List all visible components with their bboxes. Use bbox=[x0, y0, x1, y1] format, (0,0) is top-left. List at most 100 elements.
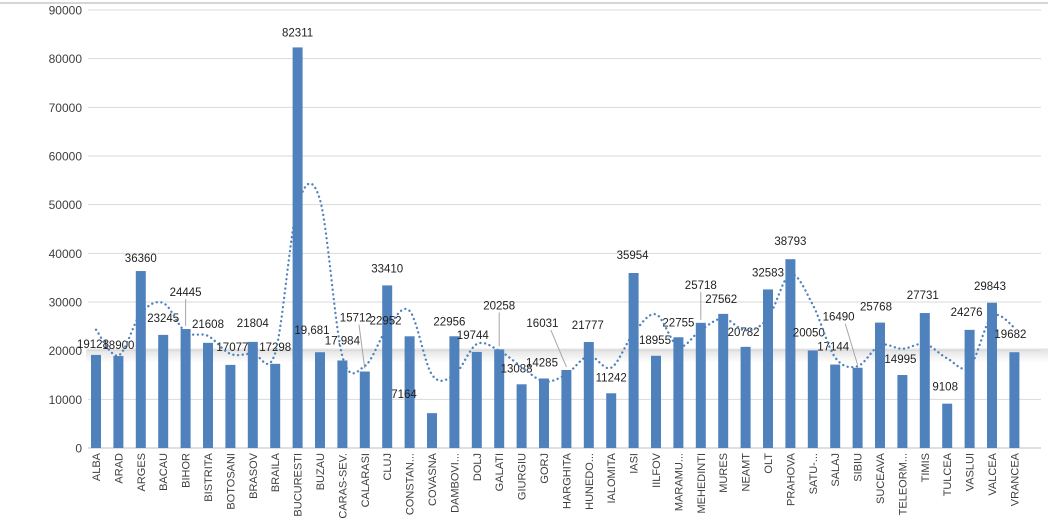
bar-alba[interactable] bbox=[91, 354, 101, 448]
x-category-label-timis: TIMIS bbox=[920, 453, 932, 482]
x-category-label-salaj: SALAJ bbox=[830, 453, 842, 487]
bar-value-label: 24445 bbox=[170, 287, 202, 299]
bar-value-label: 17144 bbox=[817, 342, 850, 354]
bar-bucuresti[interactable] bbox=[292, 47, 303, 448]
bar-timis[interactable] bbox=[919, 313, 930, 448]
bar-arges[interactable] bbox=[135, 271, 146, 448]
bar-buzau[interactable] bbox=[315, 352, 325, 448]
y-tick-label: 10000 bbox=[49, 393, 83, 407]
bar-valcea[interactable] bbox=[987, 302, 997, 448]
x-category-label-dolj: DOLJ bbox=[472, 453, 484, 481]
x-category-label-constan: CONSTAN... bbox=[405, 453, 417, 515]
bar-salaj[interactable] bbox=[830, 364, 841, 448]
bar-value-label: 35954 bbox=[617, 250, 650, 262]
bar-bacau[interactable] bbox=[158, 334, 169, 448]
x-category-label-maramu: MARAMU... bbox=[673, 453, 685, 511]
x-category-label-neamt: NEAMT bbox=[741, 453, 753, 492]
bar-value-label: 7164 bbox=[391, 389, 417, 401]
bar-sibiu[interactable] bbox=[852, 367, 863, 448]
x-category-label-bacau: BACAU bbox=[158, 453, 170, 491]
bar-value-label: 82311 bbox=[282, 27, 313, 39]
bar-value-label: 27731 bbox=[907, 290, 939, 302]
x-category-label-olt: OLT bbox=[763, 453, 775, 474]
x-category-label-hunedo: HUNEDO... bbox=[584, 453, 596, 510]
bar-vaslui[interactable] bbox=[964, 329, 975, 448]
bar-value-label: 18955 bbox=[639, 335, 671, 347]
bar-gorj[interactable] bbox=[539, 378, 549, 448]
bar-value-label: 38793 bbox=[774, 236, 806, 248]
window-top-border bbox=[0, 2, 1048, 4]
x-category-label-giurgiu: GIURGIU bbox=[517, 453, 529, 500]
bar-satu[interactable] bbox=[807, 350, 818, 448]
bar-maramu[interactable] bbox=[673, 337, 684, 448]
bar-value-label: 14995 bbox=[884, 354, 916, 366]
bar-value-label: 36360 bbox=[125, 253, 157, 265]
x-category-label-gorj: GORJ bbox=[539, 453, 551, 484]
bar-hunedo[interactable] bbox=[583, 342, 594, 448]
bar-vrancea[interactable] bbox=[1009, 352, 1020, 448]
bar-value-label: 9108 bbox=[932, 382, 958, 394]
bar-value-label: 27562 bbox=[705, 294, 737, 306]
bar-neamt[interactable] bbox=[740, 346, 751, 448]
x-category-label-suceava: SUCEAVA bbox=[875, 452, 887, 504]
bar-iilfov[interactable] bbox=[651, 355, 661, 448]
bar-giurgiu[interactable] bbox=[516, 384, 527, 448]
bar-arad[interactable] bbox=[113, 356, 124, 448]
bar-tulcea[interactable] bbox=[942, 403, 953, 448]
bar-olt[interactable] bbox=[763, 289, 773, 448]
bar-value-label: 22755 bbox=[662, 317, 694, 329]
x-category-label-arges: ARGES bbox=[136, 453, 148, 492]
y-tick-label: 0 bbox=[75, 442, 82, 456]
bar-mures[interactable] bbox=[718, 313, 729, 448]
bar-cluj[interactable] bbox=[382, 285, 393, 448]
bar-value-label: 19682 bbox=[994, 329, 1026, 341]
bar-covasna[interactable] bbox=[427, 413, 437, 448]
bar-constan[interactable] bbox=[404, 336, 415, 448]
bar-value-label: 21804 bbox=[237, 318, 270, 330]
bar-iasi[interactable] bbox=[628, 273, 639, 448]
y-tick-label: 60000 bbox=[49, 150, 83, 164]
bar-value-label: 16490 bbox=[823, 312, 855, 324]
y-tick-label: 30000 bbox=[49, 296, 83, 310]
y-tick-label: 40000 bbox=[49, 247, 83, 261]
bar-braila[interactable] bbox=[270, 363, 281, 448]
bar-value-label: 19,681 bbox=[294, 325, 329, 337]
bar-brasov[interactable] bbox=[247, 341, 258, 448]
x-category-label-ialomita: IALOMITA bbox=[606, 452, 618, 503]
y-tick-label: 80000 bbox=[49, 52, 83, 66]
bar-teleorm[interactable] bbox=[897, 375, 908, 448]
x-category-label-valcea: VALCEA bbox=[987, 452, 999, 495]
bar-bistrita[interactable] bbox=[203, 342, 213, 448]
bar-dolj[interactable] bbox=[471, 351, 482, 448]
bar-value-label: 20782 bbox=[728, 327, 760, 339]
x-category-label-mures: MURES bbox=[718, 453, 730, 493]
trendline-dotted[interactable] bbox=[94, 182, 1016, 383]
bar-dambovi[interactable] bbox=[449, 336, 460, 448]
bar-mehedinti[interactable] bbox=[695, 322, 706, 448]
x-category-label-calarasi: CALARASI bbox=[360, 453, 372, 507]
bar-value-label: 21608 bbox=[192, 319, 224, 331]
y-tick-label: 70000 bbox=[49, 101, 83, 115]
bar-value-label: 22952 bbox=[370, 315, 402, 327]
bar-carassev[interactable] bbox=[337, 360, 348, 448]
x-category-label-alba: ALBA bbox=[91, 452, 103, 481]
x-category-label-bucuresti: BUCURESTI bbox=[293, 453, 305, 517]
bar-harghita[interactable] bbox=[561, 369, 572, 448]
label-leader-line bbox=[844, 323, 859, 365]
bar-value-label: 33410 bbox=[371, 263, 403, 275]
background-band bbox=[86, 348, 1048, 362]
x-category-label-bihor: BIHOR bbox=[181, 453, 193, 488]
bar-ialomita[interactable] bbox=[606, 393, 617, 448]
x-category-label-iilfov: IILFOV bbox=[651, 452, 663, 488]
bar-value-label: 20258 bbox=[483, 300, 515, 312]
bar-bihor[interactable] bbox=[180, 329, 191, 448]
bar-galati[interactable] bbox=[494, 349, 505, 448]
bar-value-label: 14285 bbox=[526, 357, 558, 369]
bar-prahova[interactable] bbox=[785, 259, 796, 448]
bar-botosani[interactable] bbox=[225, 364, 236, 448]
bar-calarasi[interactable] bbox=[359, 371, 370, 448]
bar-value-label: 24276 bbox=[951, 307, 983, 319]
bar-suceava[interactable] bbox=[875, 322, 885, 448]
bar-value-label: 13088 bbox=[501, 363, 533, 375]
